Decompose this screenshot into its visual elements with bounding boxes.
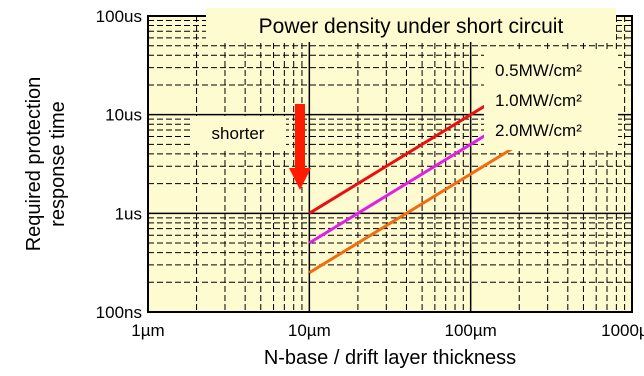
legend-box <box>484 50 618 150</box>
chart-title: Power density under short circuit <box>259 15 564 38</box>
series-line-3 <box>308 143 520 274</box>
down-arrow-icon <box>289 104 311 190</box>
x-tick-label: 100µm <box>445 321 497 340</box>
y-axis-label-line-1: Required protection <box>23 77 45 252</box>
legend: 0.5MW/cm² 1.0MW/cm² 2.0MW/cm² <box>484 50 618 150</box>
annotation-box <box>190 116 286 150</box>
x-axis-label: N-base / drift layer thickness <box>264 347 516 369</box>
tick-labels: 1µm 10µm 100µm 1000µm 100ns 1us 10us 100us <box>96 7 644 340</box>
y-tick-label: 100ns <box>96 303 142 322</box>
legend-entry-1: 0.5MW/cm² <box>495 61 582 80</box>
y-tick-label: 100us <box>96 7 142 26</box>
y-axis-label-line-2: response time <box>47 101 69 227</box>
title-box <box>206 8 616 42</box>
y-tick-label: 1us <box>115 204 142 223</box>
x-tick-label: 1000µm <box>601 321 644 340</box>
legend-entry-3: 2.0MW/cm² <box>495 121 582 140</box>
legend-entry-2: 1.0MW/cm² <box>495 91 582 110</box>
annotation-shorter: shorter <box>212 124 265 143</box>
x-tick-label: 1µm <box>131 321 164 340</box>
y-tick-label: 10us <box>105 106 142 125</box>
x-tick-label: 10µm <box>288 321 331 340</box>
